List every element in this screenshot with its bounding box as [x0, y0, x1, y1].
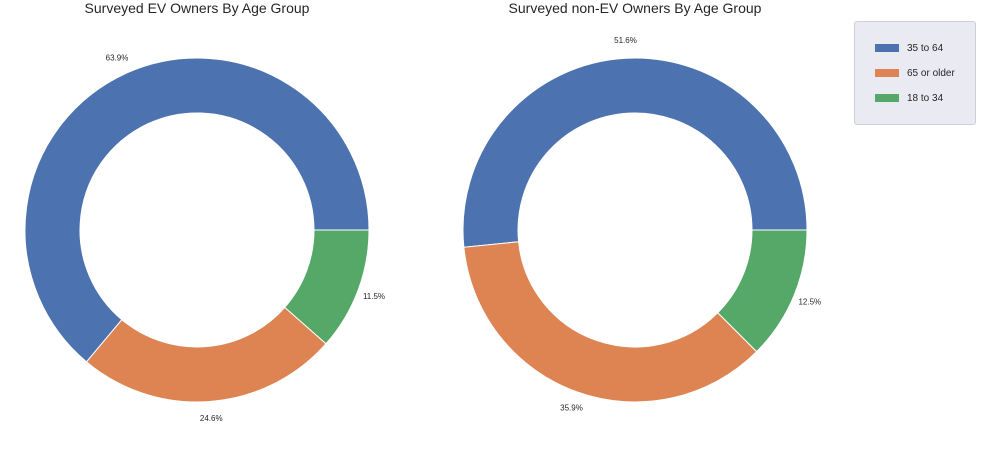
donut-slice-non-ev-65-or-older	[463, 241, 758, 403]
legend-item-18-to-34: 18 to 34	[875, 91, 943, 105]
legend-swatch-65-or-older	[875, 69, 899, 77]
pct-label-ev-18-to-34: 11.5%	[363, 292, 385, 301]
pct-label-non-ev-35-to-64: 51.6%	[614, 36, 637, 45]
legend-label-35-to-64: 35 to 64	[907, 42, 944, 54]
donut-slice-ev-35-to-64	[24, 57, 370, 363]
legend-swatch-35-to-64	[875, 44, 899, 52]
pct-label-ev-35-to-64: 63.9%	[106, 54, 129, 63]
pct-label-ev-65-or-older: 24.6%	[200, 414, 223, 423]
legend-item-35-to-64: 35 to 64	[875, 41, 943, 55]
legend-item-65-or-older: 65 or older	[875, 66, 955, 80]
legend-swatch-18-to-34	[875, 94, 899, 102]
legend-label-65-or-older: 65 or older	[907, 67, 955, 79]
chart-title-non-ev-owners: Surveyed non-EV Owners By Age Group	[508, 0, 762, 16]
chart-title-ev-owners: Surveyed EV Owners By Age Group	[84, 0, 310, 16]
legend-label-18-to-34: 18 to 34	[907, 92, 944, 104]
donut-slice-ev-18-to-34	[284, 229, 370, 345]
donut-slice-non-ev-35-to-64	[462, 57, 808, 248]
legend: 35 to 64 65 or older 18 to 34	[854, 21, 976, 125]
donut-slice-non-ev-18-to-34	[717, 229, 808, 353]
pct-label-non-ev-18-to-34: 12.5%	[798, 298, 821, 307]
pct-label-non-ev-65-or-older: 35.9%	[560, 403, 583, 412]
